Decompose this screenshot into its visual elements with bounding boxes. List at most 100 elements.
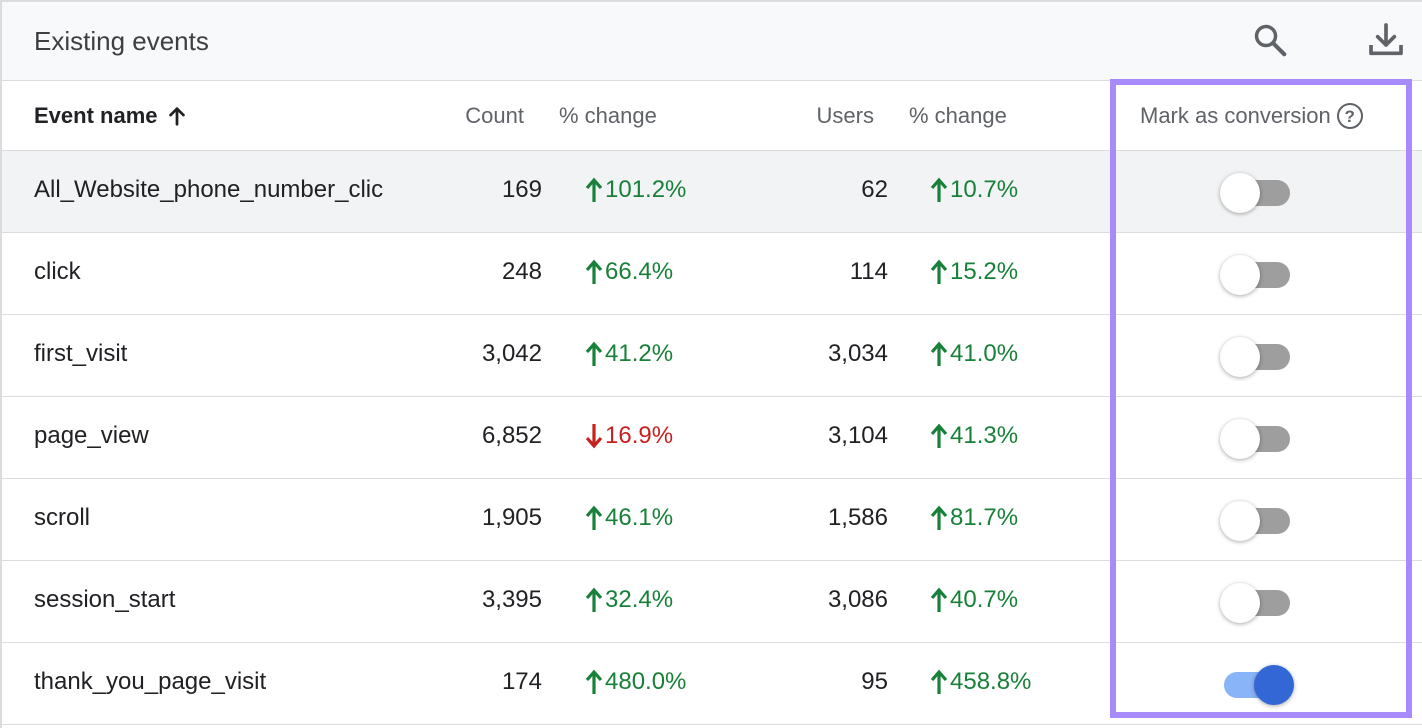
mark-as-conversion-toggle[interactable] xyxy=(1220,173,1294,213)
users-change-value: 458.8% xyxy=(950,668,1032,695)
users-change: 10.7% xyxy=(930,176,1018,204)
toggle-knob xyxy=(1220,255,1260,295)
count-change: 66.4% xyxy=(585,258,673,286)
event-users: 1,586 xyxy=(827,504,888,531)
search-icon xyxy=(1254,24,1287,57)
count-change: 32.4% xyxy=(585,586,673,614)
column-count[interactable]: Count xyxy=(465,103,524,128)
users-change: 41.3% xyxy=(930,422,1018,450)
count-change: 46.1% xyxy=(585,504,673,532)
table-header: Event name Count % change Users % change… xyxy=(2,82,1422,151)
arrow-up-icon xyxy=(930,341,948,367)
toggle-knob xyxy=(1220,501,1260,541)
page-title: Existing events xyxy=(34,26,209,56)
users-change: 81.7% xyxy=(930,504,1018,532)
event-count: 1,905 xyxy=(481,504,542,531)
arrow-up-icon xyxy=(930,177,948,203)
table-row[interactable]: click 248 66.4% 114 15.2% xyxy=(2,233,1422,315)
event-count: 248 xyxy=(501,258,542,285)
event-name[interactable]: click xyxy=(34,258,81,285)
users-change-value: 15.2% xyxy=(950,258,1019,285)
card-header: Existing events xyxy=(2,2,1422,81)
count-change-value: 16.9% xyxy=(605,422,674,449)
mark-as-conversion-toggle[interactable] xyxy=(1220,255,1294,295)
event-users: 62 xyxy=(861,176,888,203)
event-count: 174 xyxy=(501,668,542,695)
toggle-knob xyxy=(1220,337,1260,377)
event-name[interactable]: page_view xyxy=(34,422,149,449)
column-users[interactable]: Users xyxy=(816,103,874,128)
column-event-name-label: Event name xyxy=(34,103,158,128)
event-name[interactable]: All_Website_phone_number_clic xyxy=(34,176,384,203)
users-change-value: 81.7% xyxy=(950,504,1019,531)
event-users: 3,104 xyxy=(827,422,888,449)
mark-as-conversion-toggle[interactable] xyxy=(1220,501,1294,541)
table-row[interactable]: All_Website_phone_number_clic 169 101.2% 62… xyxy=(2,151,1422,233)
users-change: 458.8% xyxy=(930,668,1031,696)
arrow-up-icon xyxy=(930,669,948,695)
mark-as-conversion-toggle[interactable] xyxy=(1220,583,1294,623)
event-count: 3,042 xyxy=(481,340,542,367)
table-row[interactable]: page_view 6,852 16.9% 3,104 41.3% xyxy=(2,397,1422,479)
users-change: 15.2% xyxy=(930,258,1018,286)
download-button[interactable] xyxy=(1364,18,1408,62)
users-change: 40.7% xyxy=(930,586,1018,614)
mark-as-conversion-toggle[interactable] xyxy=(1220,419,1294,459)
arrow-up-icon xyxy=(585,505,603,531)
help-icon[interactable]: ? xyxy=(1336,103,1363,129)
arrow-up-icon xyxy=(930,587,948,613)
count-change-value: 66.4% xyxy=(605,258,674,285)
event-count: 3,395 xyxy=(481,586,542,613)
mark-as-conversion-toggle[interactable] xyxy=(1220,665,1294,705)
table-row[interactable]: session_start 3,395 32.4% 3,086 40.7% xyxy=(2,561,1422,643)
count-change-value: 32.4% xyxy=(605,586,674,613)
mark-as-conversion-label: Mark as conversion xyxy=(1140,103,1331,128)
arrow-up-icon xyxy=(930,259,948,285)
table-row[interactable]: first_visit 3,042 41.2% 3,034 41.0% xyxy=(2,315,1422,397)
toggle-knob xyxy=(1220,173,1260,213)
count-change: 480.0% xyxy=(585,668,686,696)
count-change-value: 41.2% xyxy=(605,340,674,367)
event-name[interactable]: thank_you_page_visit xyxy=(34,668,267,695)
count-change-value: 101.2% xyxy=(605,176,687,203)
event-users: 95 xyxy=(861,668,888,695)
column-users-change[interactable]: % change xyxy=(909,103,1007,128)
users-change-value: 10.7% xyxy=(950,176,1019,203)
event-count: 169 xyxy=(501,176,542,203)
count-change-value: 480.0% xyxy=(605,668,687,695)
search-button[interactable] xyxy=(1248,18,1292,62)
table-row[interactable]: scroll 1,905 46.1% 1,586 81.7% xyxy=(2,479,1422,561)
users-change: 41.0% xyxy=(930,340,1018,368)
toggle-knob xyxy=(1254,665,1294,705)
download-icon xyxy=(1369,23,1403,56)
toggle-knob xyxy=(1220,583,1260,623)
arrow-up-icon xyxy=(585,587,603,613)
users-change-value: 40.7% xyxy=(950,586,1019,613)
arrow-down-icon xyxy=(585,423,603,449)
arrow-up-icon xyxy=(930,423,948,449)
count-change: 101.2% xyxy=(585,176,686,204)
event-name[interactable]: session_start xyxy=(34,586,176,613)
toggle-knob xyxy=(1220,419,1260,459)
event-name[interactable]: scroll xyxy=(34,504,91,531)
event-count: 6,852 xyxy=(481,422,542,449)
event-users: 3,086 xyxy=(827,586,888,613)
arrow-up-icon xyxy=(585,177,603,203)
mark-as-conversion-toggle[interactable] xyxy=(1220,337,1294,377)
column-event-name[interactable]: Event name xyxy=(34,103,188,129)
count-change: 41.2% xyxy=(585,340,673,368)
events-table-body: All_Website_phone_number_clic 169 101.2% 62… xyxy=(2,151,1422,725)
event-users: 3,034 xyxy=(827,340,888,367)
sort-arrow-up-icon xyxy=(168,107,185,126)
event-name[interactable]: first_visit xyxy=(34,340,128,367)
count-change: 16.9% xyxy=(585,422,673,450)
column-mark-as-conversion: Mark as conversion ? xyxy=(1140,103,1363,129)
table-row[interactable]: thank_you_page_visit 174 480.0% 95 458.8% xyxy=(2,643,1422,725)
users-change-value: 41.3% xyxy=(950,422,1019,449)
column-count-change[interactable]: % change xyxy=(559,103,657,128)
event-users: 114 xyxy=(849,258,888,285)
arrow-up-icon xyxy=(930,505,948,531)
arrow-up-icon xyxy=(585,259,603,285)
users-change-value: 41.0% xyxy=(950,340,1019,367)
